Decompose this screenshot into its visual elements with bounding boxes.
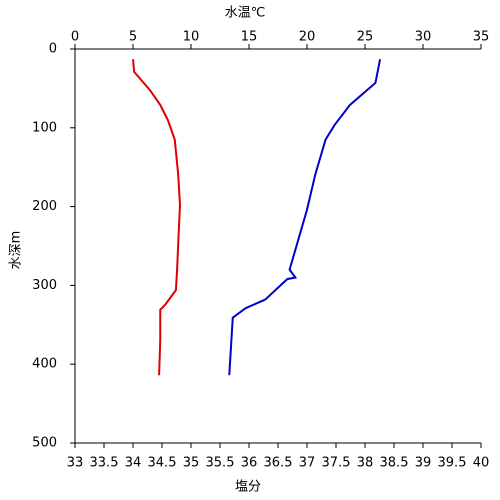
profile-line [132, 59, 181, 376]
x-tick-label: 39 [415, 456, 432, 471]
x-tick-label: 33 [67, 456, 84, 471]
x2-tick-label: 35 [473, 30, 490, 45]
y-tick-label: 100 [32, 120, 57, 135]
x2-tick-label: 30 [415, 30, 432, 45]
x-tick-label: 38 [357, 456, 374, 471]
x2-axis-title: 水温℃ [225, 6, 266, 21]
x-axis-title: 塩分 [235, 480, 261, 495]
y-axis-title: 水深m [9, 231, 24, 270]
y-tick-label: 0 [49, 42, 57, 57]
profile-line [228, 59, 382, 376]
x-tick-label: 35.5 [206, 456, 235, 471]
x-tick-label: 36 [241, 456, 258, 471]
y-tick-label: 200 [32, 199, 57, 214]
x2-tick-label: 5 [129, 30, 137, 45]
x-tick-label: 35 [183, 456, 200, 471]
x-tick-label: 37 [299, 456, 316, 471]
x-tick-label: 34.5 [148, 456, 177, 471]
y-tick-label: 500 [32, 436, 57, 451]
y-tick-label: 400 [32, 357, 57, 372]
x-tick-label: 37.5 [322, 456, 351, 471]
x-tick-label: 34 [125, 456, 142, 471]
x2-tick-label: 10 [183, 30, 200, 45]
x2-tick-label: 15 [241, 30, 258, 45]
x-tick-label: 38.5 [380, 456, 409, 471]
x-tick-label: 33.5 [90, 456, 119, 471]
x-tick-label: 36.5 [264, 456, 293, 471]
x-tick-label: 39.5 [438, 456, 467, 471]
y-tick-label: 300 [32, 278, 57, 293]
x2-tick-label: 0 [71, 30, 79, 45]
x2-tick-label: 20 [299, 30, 316, 45]
x-tick-label: 40 [473, 456, 490, 471]
x2-tick-label: 25 [357, 30, 374, 45]
